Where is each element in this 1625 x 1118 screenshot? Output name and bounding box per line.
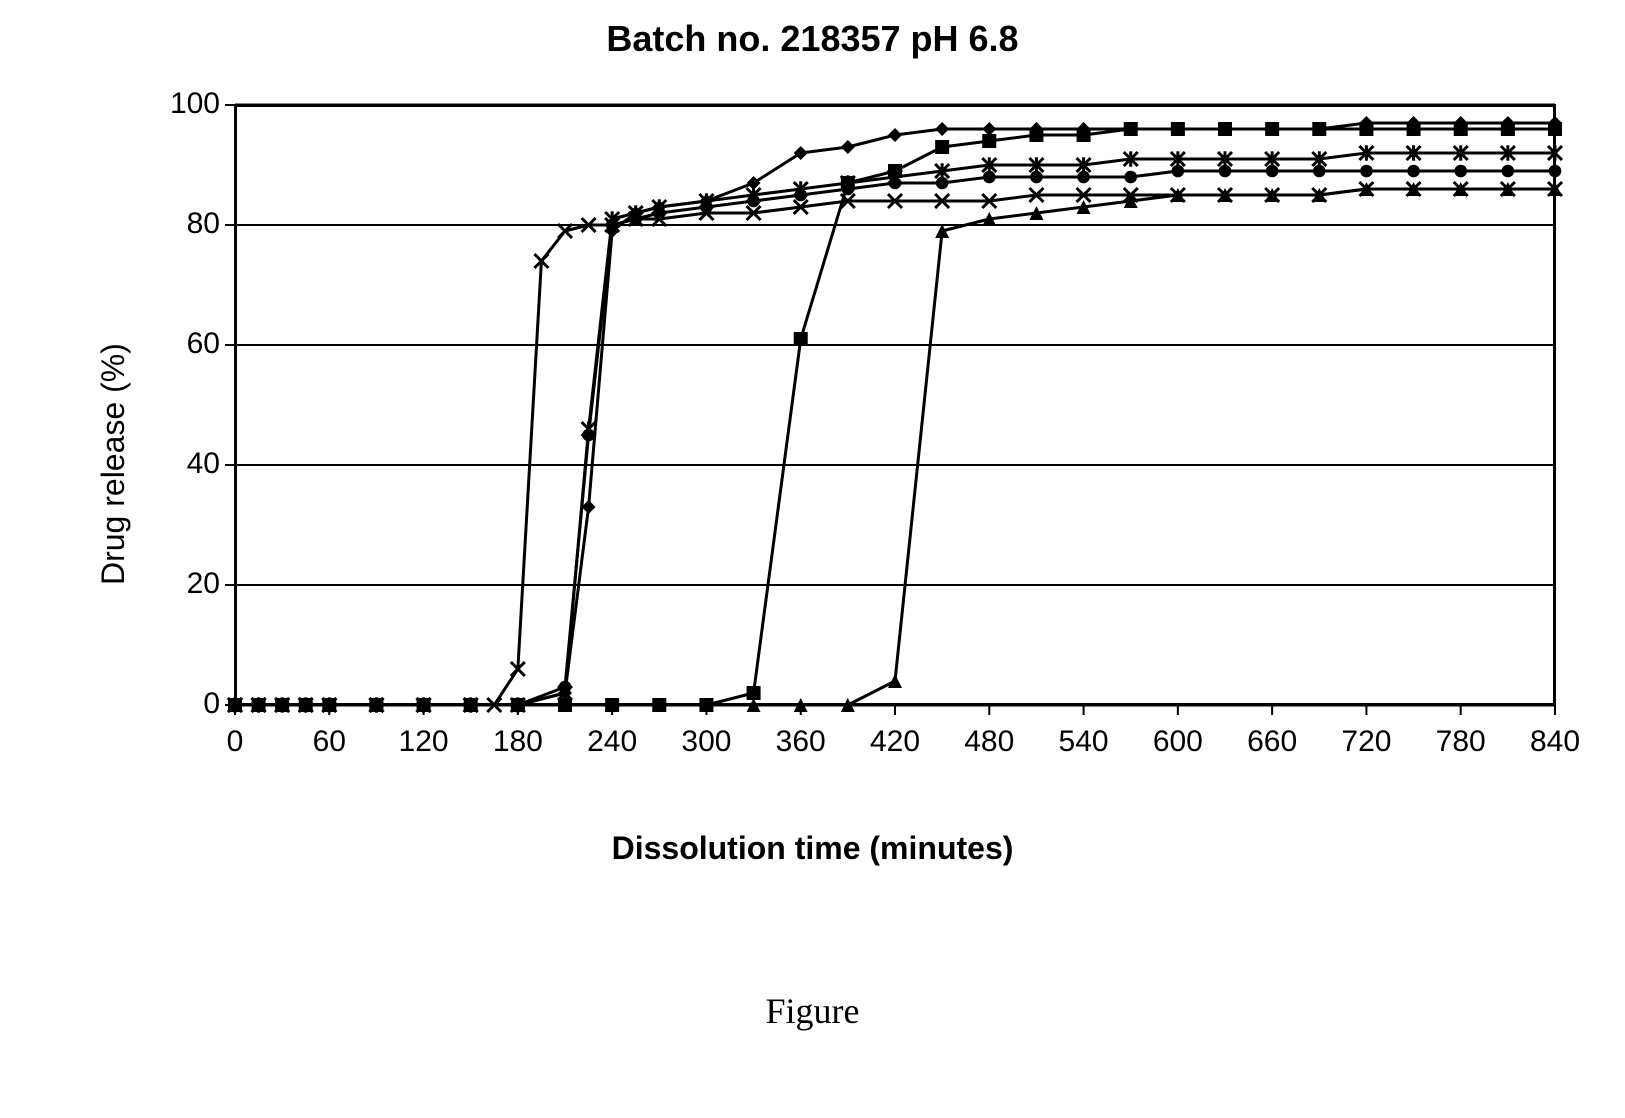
chart-title: Batch no. 218357 pH 6.8 — [0, 18, 1625, 60]
x-axis-label: Dissolution time (minutes) — [0, 830, 1625, 867]
x-tick-label: 780 — [1421, 725, 1501, 759]
x-tick-label: 720 — [1326, 725, 1406, 759]
x-tick-label: 120 — [384, 725, 464, 759]
x-tick-label: 660 — [1232, 725, 1312, 759]
y-axis-label: Drug release (%) — [95, 343, 132, 585]
x-tick-label: 480 — [949, 725, 1029, 759]
y-tick-label: 40 — [140, 447, 220, 481]
y-tick-label: 20 — [140, 567, 220, 601]
x-tick-label: 240 — [572, 725, 652, 759]
chart-plot-area — [235, 105, 1555, 705]
y-tick-label: 100 — [140, 87, 220, 121]
x-tick-label: 360 — [761, 725, 841, 759]
y-tick-label: 0 — [140, 687, 220, 721]
page: { "chart": { "type": "line", "title": "B… — [0, 0, 1625, 1118]
x-tick-label: 420 — [855, 725, 935, 759]
x-tick-label: 540 — [1044, 725, 1124, 759]
x-tick-label: 300 — [666, 725, 746, 759]
x-tick-label: 60 — [289, 725, 369, 759]
chart-svg — [235, 105, 1555, 705]
y-tick-label: 60 — [140, 327, 220, 361]
y-tick-label: 80 — [140, 207, 220, 241]
figure-caption: Figure — [0, 990, 1625, 1032]
x-tick-label: 600 — [1138, 725, 1218, 759]
x-tick-label: 840 — [1515, 725, 1595, 759]
x-tick-label: 180 — [478, 725, 558, 759]
x-tick-label: 0 — [195, 725, 275, 759]
